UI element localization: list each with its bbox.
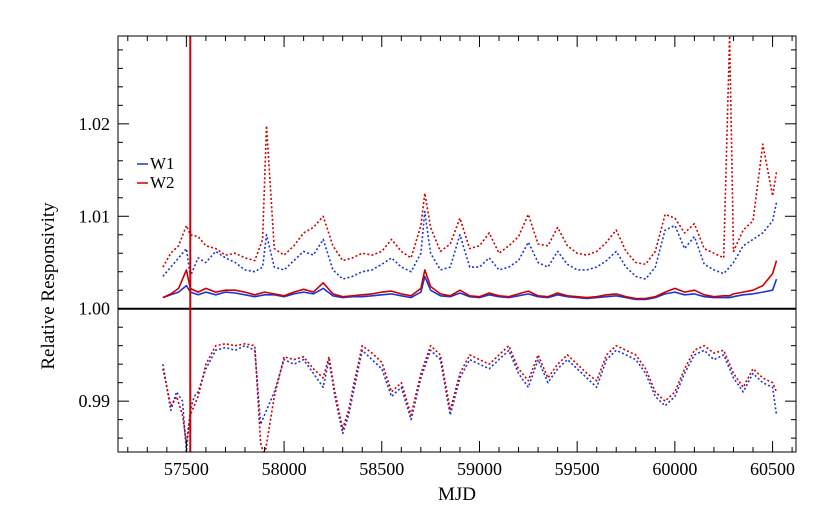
x-tick-label: 60000 <box>652 459 697 479</box>
y-tick-label: 0.99 <box>79 391 111 411</box>
x-tick-label: 57500 <box>164 459 209 479</box>
series-w2-upper-envelope <box>162 36 778 268</box>
y-axis-label: Relative Responsivity <box>38 202 59 370</box>
legend: W1 W2 <box>137 154 175 192</box>
y-tick-label: 1.01 <box>79 206 111 226</box>
x-tick-label: 58500 <box>359 459 404 479</box>
legend-label-w1: W1 <box>150 154 175 173</box>
y-tick-label: 1.00 <box>79 299 111 319</box>
x-axis-label: MJD <box>438 484 476 505</box>
series-layer <box>118 36 796 452</box>
x-tick-label: 59500 <box>555 459 600 479</box>
axes-layer: 57500 58000 58500 59000 59500 60000 60500 0.99 1… <box>79 35 797 479</box>
series-w2-mean <box>162 260 778 300</box>
series-w1-mean <box>162 275 778 301</box>
series-w1-upper-envelope <box>162 202 778 280</box>
x-tick-label: 59000 <box>457 459 502 479</box>
series-group <box>118 36 796 452</box>
x-tick-label: 60500 <box>750 459 795 479</box>
series-w2-lower-envelope <box>162 342 778 452</box>
plot-frame <box>117 35 797 453</box>
y-tick-label: 1.02 <box>79 114 111 134</box>
x-tick-label: 58000 <box>262 459 307 479</box>
legend-label-w2: W2 <box>150 173 175 192</box>
series-w1-lower-envelope <box>162 344 778 452</box>
